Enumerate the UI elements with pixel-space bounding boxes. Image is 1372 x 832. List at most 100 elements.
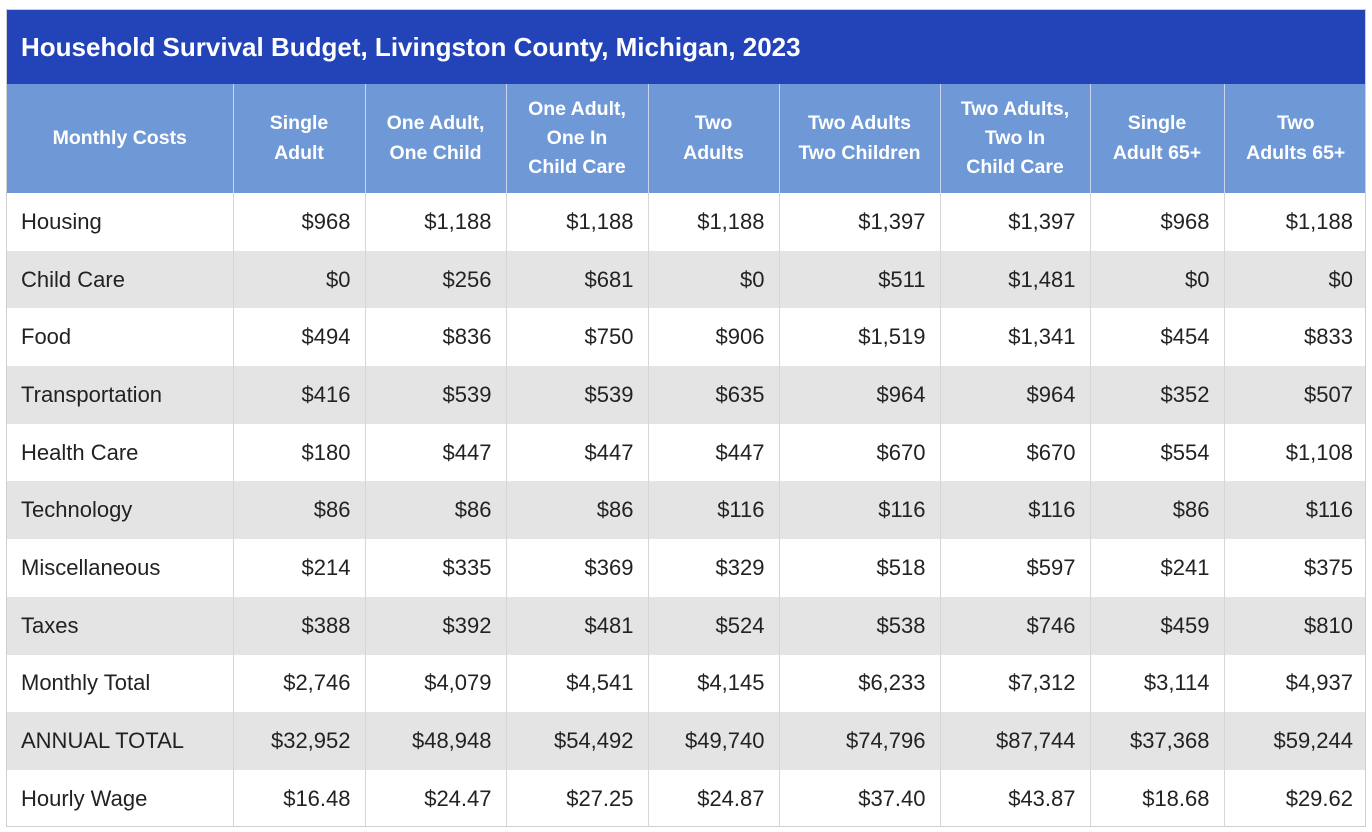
table-cell: $116 <box>647 481 779 540</box>
column-header-line: Two Adults, <box>960 97 1070 120</box>
table-row: Monthly Total $2,746 $4,079 $4,541 $4,145 $6,… <box>7 654 1365 713</box>
table-cell: $1,397 <box>778 193 940 251</box>
table-row: Taxes $388 $392 $481 $524 $538 $746 $459 $810 <box>7 596 1365 655</box>
row-label: Technology <box>7 481 233 540</box>
table-cell: $635 <box>647 366 779 424</box>
column-header-line: Two <box>1276 112 1315 135</box>
table-cell: $54,492 <box>505 712 648 770</box>
table-cell: $836 <box>364 308 506 367</box>
table-cell: $416 <box>232 366 365 424</box>
budget-table: Monthly Costs Single Adult One Adult, One C… <box>7 84 1365 826</box>
table-cell: $48,948 <box>364 712 506 770</box>
table-row: Child Care $0 $256 $681 $0 $511 $1,481 $0 $0 <box>7 250 1365 309</box>
table-cell: $37,368 <box>1089 712 1224 770</box>
column-header-line: One Child <box>389 141 482 164</box>
row-label: Hourly Wage <box>7 769 233 826</box>
table-cell: $27.25 <box>505 769 648 826</box>
table-cell: $681 <box>505 250 648 309</box>
table-row: ANNUAL TOTAL $32,952 $48,948 $54,492 $49,740… <box>7 712 1365 770</box>
table-row: Hourly Wage $16.48 $24.47 $27.25 $24.87 $37.4… <box>7 769 1365 826</box>
column-header: One Adult, One Child <box>364 84 506 193</box>
table-cell: $180 <box>232 423 365 482</box>
table-cell: $37.40 <box>778 769 940 826</box>
table-cell: $4,937 <box>1223 654 1365 713</box>
table-title: Household Survival Budget, Livingston Co… <box>7 10 1365 84</box>
table-body: Housing $968 $1,188 $1,188 $1,188 $1,397 $1,39… <box>7 193 1365 826</box>
column-header-line: One In <box>546 126 608 149</box>
table-row: Miscellaneous $214 $335 $369 $329 $518 $597 $24… <box>7 539 1365 597</box>
table-header: Monthly Costs Single Adult One Adult, One C… <box>7 84 1365 193</box>
table-cell: $524 <box>647 596 779 655</box>
row-label: Miscellaneous <box>7 539 233 597</box>
table-cell: $746 <box>939 596 1090 655</box>
table-cell: $459 <box>1089 596 1224 655</box>
table-cell: $906 <box>647 308 779 367</box>
table-cell: $214 <box>232 539 365 597</box>
column-header-line: Adults <box>683 141 744 164</box>
table-cell: $392 <box>364 596 506 655</box>
table-cell: $968 <box>232 193 365 251</box>
table-cell: $49,740 <box>647 712 779 770</box>
column-header-line: Two <box>694 112 733 135</box>
column-header-line: Single <box>1127 112 1187 135</box>
table-cell: $968 <box>1089 193 1224 251</box>
table-cell: $87,744 <box>939 712 1090 770</box>
table-cell: $0 <box>1223 250 1365 309</box>
table-cell: $86 <box>1089 481 1224 540</box>
column-header-line: Adults 65+ <box>1246 141 1346 164</box>
table-cell: $0 <box>1089 250 1224 309</box>
table-cell: $86 <box>364 481 506 540</box>
table-cell: $86 <box>232 481 365 540</box>
table-cell: $1,397 <box>939 193 1090 251</box>
table-row: Housing $968 $1,188 $1,188 $1,188 $1,397 $1,39… <box>7 193 1365 251</box>
table-cell: $7,312 <box>939 654 1090 713</box>
table-cell: $518 <box>778 539 940 597</box>
row-label: Housing <box>7 193 233 251</box>
table-row: Health Care $180 $447 $447 $447 $670 $670 $554 $… <box>7 423 1365 482</box>
table-cell: $670 <box>778 423 940 482</box>
row-label: ANNUAL TOTAL <box>7 712 233 770</box>
table-cell: $329 <box>647 539 779 597</box>
table-cell: $538 <box>778 596 940 655</box>
table-cell: $554 <box>1089 423 1224 482</box>
table-cell: $0 <box>232 250 365 309</box>
column-header: Two Adults, Two In Child Care <box>939 84 1090 193</box>
column-header-line: Single <box>269 112 329 135</box>
column-header-line: Two Children <box>798 141 921 164</box>
table-cell: $116 <box>778 481 940 540</box>
row-label: Food <box>7 308 233 367</box>
table-cell: $447 <box>364 423 506 482</box>
table-cell: $494 <box>232 308 365 367</box>
table-cell: $74,796 <box>778 712 940 770</box>
table-cell: $447 <box>505 423 648 482</box>
table-cell: $511 <box>778 250 940 309</box>
column-header-line: Child Care <box>528 156 626 179</box>
table-cell: $750 <box>505 308 648 367</box>
table-cell: $507 <box>1223 366 1365 424</box>
table-cell: $1,188 <box>364 193 506 251</box>
corner-header: Monthly Costs <box>7 84 233 193</box>
table-cell: $481 <box>505 596 648 655</box>
table-cell: $4,145 <box>647 654 779 713</box>
column-header-line: Child Care <box>966 156 1064 179</box>
table-cell: $833 <box>1223 308 1365 367</box>
table-cell: $116 <box>1223 481 1365 540</box>
row-label: Child Care <box>7 250 233 309</box>
table-cell: $29.62 <box>1223 769 1365 826</box>
table-cell: $447 <box>647 423 779 482</box>
table-cell: $32,952 <box>232 712 365 770</box>
column-header-line: One Adult, <box>386 112 485 135</box>
table-cell: $241 <box>1089 539 1224 597</box>
table-cell: $539 <box>505 366 648 424</box>
table-cell: $1,481 <box>939 250 1090 309</box>
column-header-line: Two In <box>984 126 1046 149</box>
column-header: Two Adults Two Children <box>778 84 940 193</box>
table-cell: $43.87 <box>939 769 1090 826</box>
table-cell: $369 <box>505 539 648 597</box>
table-cell: $6,233 <box>778 654 940 713</box>
column-header-line: Adult <box>274 141 324 164</box>
row-label: Health Care <box>7 423 233 482</box>
table-cell: $59,244 <box>1223 712 1365 770</box>
table-cell: $597 <box>939 539 1090 597</box>
table-cell: $24.87 <box>647 769 779 826</box>
